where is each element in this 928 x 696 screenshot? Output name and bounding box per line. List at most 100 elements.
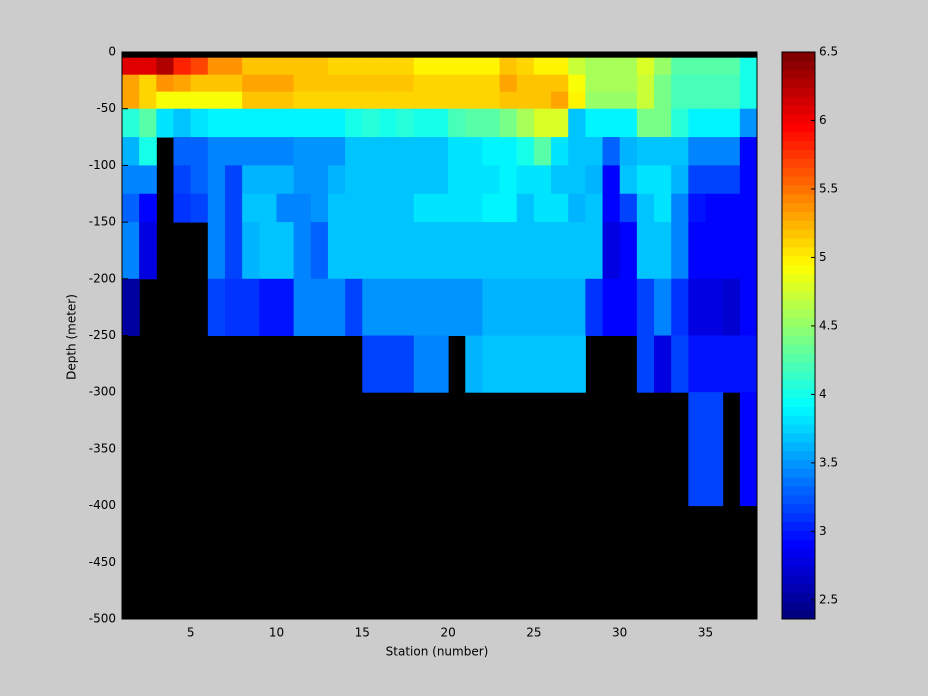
heatmap-cell bbox=[499, 278, 518, 336]
heatmap-cell bbox=[396, 278, 415, 336]
heatmap-cell bbox=[362, 193, 380, 223]
colorbar-swatch bbox=[782, 424, 815, 434]
heatmap-cell bbox=[396, 165, 415, 195]
heatmap-cell bbox=[345, 74, 363, 93]
colorbar-swatch bbox=[782, 548, 815, 558]
heatmap-cell bbox=[568, 278, 586, 336]
colorbar-swatch bbox=[782, 362, 815, 372]
heatmap-cell bbox=[568, 222, 586, 280]
colorbar-swatch bbox=[782, 539, 815, 549]
heatmap-cell bbox=[276, 278, 295, 336]
heatmap-cell bbox=[362, 165, 380, 195]
heatmap-cell bbox=[739, 222, 758, 280]
heatmap-cell bbox=[396, 193, 415, 223]
colorbar-swatch bbox=[782, 530, 815, 540]
heatmap-cell bbox=[259, 57, 277, 76]
y-tick-label: -250 bbox=[89, 328, 116, 342]
colorbar-swatch bbox=[782, 415, 815, 425]
x-tick-label: 15 bbox=[355, 626, 370, 640]
heatmap-cell bbox=[276, 91, 295, 110]
heatmap-cell bbox=[499, 57, 518, 76]
y-tick-label: -350 bbox=[89, 441, 116, 455]
heatmap-cell bbox=[293, 193, 312, 223]
colorbar-swatch bbox=[782, 556, 815, 567]
heatmap-cell bbox=[310, 137, 329, 166]
heatmap-cell bbox=[207, 108, 226, 138]
heatmap-cell bbox=[705, 222, 724, 280]
heatmap-cell bbox=[396, 57, 415, 76]
heatmap-cell bbox=[636, 137, 655, 166]
heatmap-cell bbox=[293, 222, 312, 280]
heatmap-cell bbox=[413, 193, 432, 223]
heatmap-cell bbox=[276, 193, 295, 223]
heatmap-cell bbox=[654, 165, 672, 195]
heatmap-cell bbox=[533, 74, 552, 93]
heatmap-cell bbox=[156, 108, 174, 138]
heatmap-cell bbox=[122, 91, 140, 110]
heatmap-cell bbox=[516, 222, 535, 280]
colorbar-tick-label: 3.5 bbox=[819, 455, 838, 469]
heatmap-cell bbox=[242, 108, 260, 138]
heatmap-cell bbox=[619, 137, 638, 166]
heatmap-cell bbox=[122, 137, 140, 166]
heatmap-cell bbox=[688, 165, 707, 195]
heatmap-cell bbox=[345, 165, 363, 195]
heatmap-cell bbox=[739, 392, 758, 507]
x-tick-label: 35 bbox=[698, 626, 713, 640]
y-tick-label: -50 bbox=[96, 101, 116, 115]
heatmap-cell bbox=[430, 193, 449, 223]
heatmap-cell bbox=[739, 108, 758, 138]
heatmap-cell bbox=[602, 91, 621, 110]
heatmap-cell bbox=[654, 335, 672, 393]
heatmap-cell bbox=[190, 165, 209, 195]
heatmap-cell bbox=[190, 57, 209, 76]
heatmap-cell bbox=[533, 57, 552, 76]
heatmap-cell bbox=[636, 57, 655, 76]
heatmap-cell bbox=[430, 108, 449, 138]
heatmap-cell bbox=[533, 165, 552, 195]
heatmap-cell bbox=[293, 165, 312, 195]
heatmap-cell bbox=[533, 91, 552, 110]
colorbar-swatch bbox=[782, 211, 815, 221]
heatmap-cell bbox=[207, 278, 226, 336]
heatmap-cell bbox=[259, 193, 277, 223]
heatmap-cell bbox=[207, 193, 226, 223]
x-axis-label: Station (number) bbox=[386, 645, 489, 659]
heatmap-cell bbox=[705, 137, 724, 166]
heatmap-cell bbox=[224, 57, 243, 76]
heatmap-cell bbox=[430, 335, 449, 393]
heatmap-cell bbox=[619, 222, 638, 280]
colorbar-swatch bbox=[782, 238, 815, 248]
heatmap-cell bbox=[499, 137, 518, 166]
heatmap-cell bbox=[224, 193, 243, 223]
heatmap-cell bbox=[739, 137, 758, 166]
heatmap-cell bbox=[122, 165, 140, 195]
heatmap-cell bbox=[345, 222, 363, 280]
heatmap-cell bbox=[585, 137, 604, 166]
heatmap-cell bbox=[362, 137, 380, 166]
y-axis-label: Depth (meter) bbox=[65, 294, 79, 380]
heatmap-cell bbox=[139, 57, 157, 76]
heatmap-cell bbox=[207, 74, 226, 93]
heatmap-cell bbox=[224, 108, 243, 138]
heatmap-cell bbox=[671, 137, 689, 166]
heatmap-cell bbox=[671, 108, 689, 138]
colorbar-swatch bbox=[782, 503, 815, 514]
colorbar-tick-label: 4.5 bbox=[819, 318, 838, 332]
heatmap-cell bbox=[465, 57, 483, 76]
colorbar-swatch bbox=[782, 60, 815, 71]
heatmap-cell bbox=[413, 165, 432, 195]
heatmap-cell bbox=[413, 91, 432, 110]
heatmap-cell bbox=[688, 392, 707, 507]
heatmap-cell bbox=[259, 108, 277, 138]
heatmap-cell bbox=[499, 193, 518, 223]
heatmap-cell bbox=[551, 137, 569, 166]
heatmap-cell bbox=[705, 165, 724, 195]
colorbar-swatch bbox=[782, 326, 815, 336]
heatmap-cell bbox=[242, 137, 260, 166]
heatmap-cell bbox=[310, 222, 329, 280]
heatmap-cell bbox=[533, 108, 552, 138]
heatmap-cell bbox=[396, 222, 415, 280]
heatmap-cell bbox=[671, 278, 689, 336]
